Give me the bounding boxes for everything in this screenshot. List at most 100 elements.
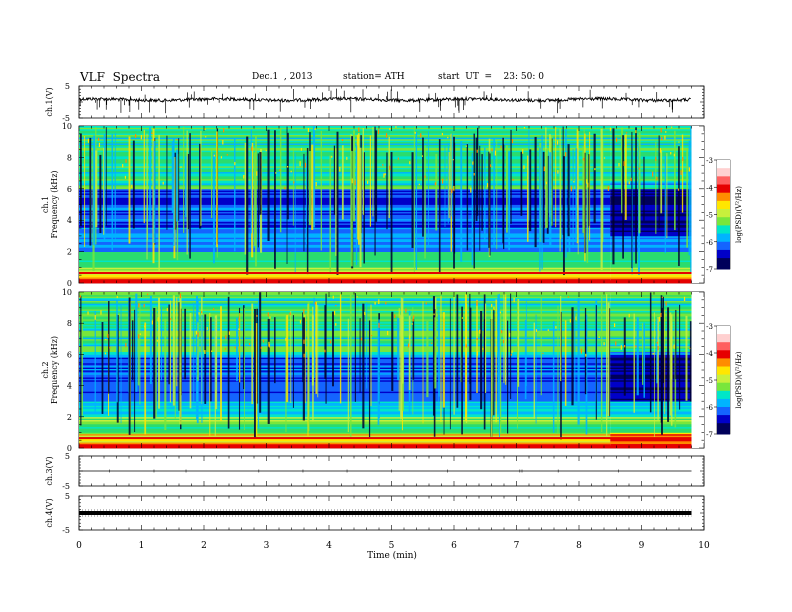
spec-burst bbox=[539, 147, 541, 272]
spec-row bbox=[79, 423, 611, 426]
spec-speck bbox=[94, 314, 96, 320]
spec-burst bbox=[210, 317, 212, 402]
spec-row bbox=[79, 217, 611, 220]
colorbar-cell bbox=[717, 206, 730, 210]
spec-burst bbox=[426, 321, 429, 398]
spec-row bbox=[79, 399, 611, 402]
spec-row bbox=[610, 220, 692, 223]
spec-speck bbox=[300, 147, 303, 151]
spec-row bbox=[610, 268, 692, 271]
spec-burst bbox=[149, 295, 152, 385]
spec-burst bbox=[185, 156, 187, 218]
spec-burst bbox=[356, 134, 359, 240]
spec-speck bbox=[289, 312, 291, 316]
spec-row bbox=[79, 184, 611, 187]
spec-row bbox=[79, 421, 611, 423]
spec-burst bbox=[552, 321, 555, 433]
spec-burst bbox=[448, 151, 450, 219]
spec-speck bbox=[678, 141, 680, 143]
spec-burst bbox=[583, 129, 585, 237]
spec-row bbox=[610, 173, 692, 175]
spec-speck bbox=[556, 140, 559, 145]
spec-burst bbox=[287, 132, 289, 220]
colorbar-cell bbox=[717, 192, 730, 196]
spec-burst bbox=[411, 152, 414, 248]
spec-row bbox=[79, 264, 611, 267]
spec-burst bbox=[678, 146, 680, 267]
spec-burst bbox=[660, 150, 663, 214]
spec-burst bbox=[484, 147, 486, 242]
spec-row bbox=[610, 423, 692, 426]
spec-burst bbox=[643, 322, 645, 398]
spec-row bbox=[610, 165, 692, 168]
spec-speck bbox=[125, 343, 127, 348]
colorbar-cell bbox=[717, 331, 730, 335]
spec-row bbox=[79, 375, 611, 378]
spec-burst bbox=[166, 135, 168, 230]
spec-row bbox=[79, 435, 611, 438]
spec-row bbox=[79, 398, 611, 401]
spec-speck bbox=[412, 317, 414, 322]
spec-speck bbox=[510, 353, 512, 356]
spec-burst bbox=[656, 319, 659, 384]
spec-row bbox=[79, 197, 611, 200]
spec-row bbox=[79, 371, 611, 374]
spec-row bbox=[610, 168, 692, 171]
spec-speck bbox=[603, 342, 605, 346]
y-tick-label: 10 bbox=[62, 288, 72, 297]
spec-row bbox=[79, 127, 611, 130]
spec-burst bbox=[363, 152, 365, 264]
spec-speck bbox=[504, 297, 507, 300]
spec-burst bbox=[657, 316, 659, 420]
spec-row bbox=[79, 245, 611, 248]
spec-row bbox=[610, 158, 692, 161]
y-tick-label: 5 bbox=[65, 452, 70, 461]
spec-burst bbox=[582, 146, 585, 233]
spec-burst bbox=[662, 296, 664, 384]
spec-row bbox=[79, 377, 611, 379]
spec-speck bbox=[500, 145, 502, 149]
spec-row bbox=[610, 231, 692, 234]
x-axis-label: Time (min) bbox=[367, 550, 417, 561]
spec-burst bbox=[215, 315, 218, 410]
spec-speck bbox=[587, 182, 589, 188]
spec-burst bbox=[488, 151, 490, 248]
spec-burst bbox=[504, 299, 507, 382]
spec-speck bbox=[346, 156, 348, 160]
spec-burst bbox=[584, 308, 587, 395]
spec-row bbox=[79, 347, 611, 350]
spec-burst bbox=[503, 292, 505, 384]
spec-speck bbox=[333, 310, 336, 316]
spec-burst bbox=[496, 140, 498, 250]
spec-speck bbox=[511, 350, 513, 354]
spec-burst bbox=[664, 310, 666, 415]
spec-speck bbox=[265, 149, 267, 152]
y-tick-label: -5 bbox=[62, 482, 70, 491]
colorbar-cell bbox=[717, 428, 730, 432]
spec-burst bbox=[560, 148, 562, 239]
spec-speck bbox=[397, 157, 399, 160]
spec-burst bbox=[633, 313, 635, 413]
colorbar-cell bbox=[717, 168, 730, 172]
spec-burst bbox=[366, 302, 368, 389]
spec-row bbox=[79, 379, 611, 382]
spec-speck bbox=[385, 302, 387, 305]
spec-row bbox=[610, 201, 692, 204]
spec-speck bbox=[211, 350, 213, 352]
colorbar-cell bbox=[717, 233, 730, 237]
spec-speck bbox=[673, 344, 675, 349]
spec-burst bbox=[135, 293, 138, 392]
spec-speck bbox=[409, 161, 411, 165]
spec-row bbox=[79, 334, 611, 337]
spec-row bbox=[610, 263, 692, 265]
spec-row bbox=[79, 354, 611, 357]
spec-burst bbox=[621, 127, 624, 214]
colorbar-tick-label: -4 bbox=[706, 184, 713, 192]
spec-speck bbox=[226, 154, 228, 156]
spec-row bbox=[79, 154, 611, 157]
colorbar-cell bbox=[717, 219, 730, 224]
spec-burst bbox=[422, 137, 424, 237]
spec-burst bbox=[454, 142, 456, 254]
spec-row bbox=[79, 155, 611, 158]
spec-burst bbox=[134, 309, 136, 433]
